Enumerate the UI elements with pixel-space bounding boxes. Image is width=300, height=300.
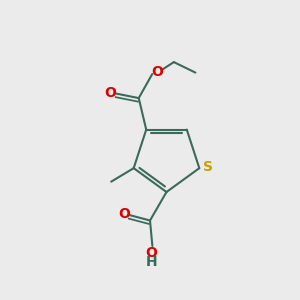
Text: O: O — [118, 208, 130, 221]
Text: S: S — [203, 160, 213, 174]
Text: O: O — [152, 65, 164, 79]
Text: H: H — [146, 255, 157, 268]
Text: O: O — [146, 246, 158, 260]
Text: O: O — [104, 86, 116, 100]
